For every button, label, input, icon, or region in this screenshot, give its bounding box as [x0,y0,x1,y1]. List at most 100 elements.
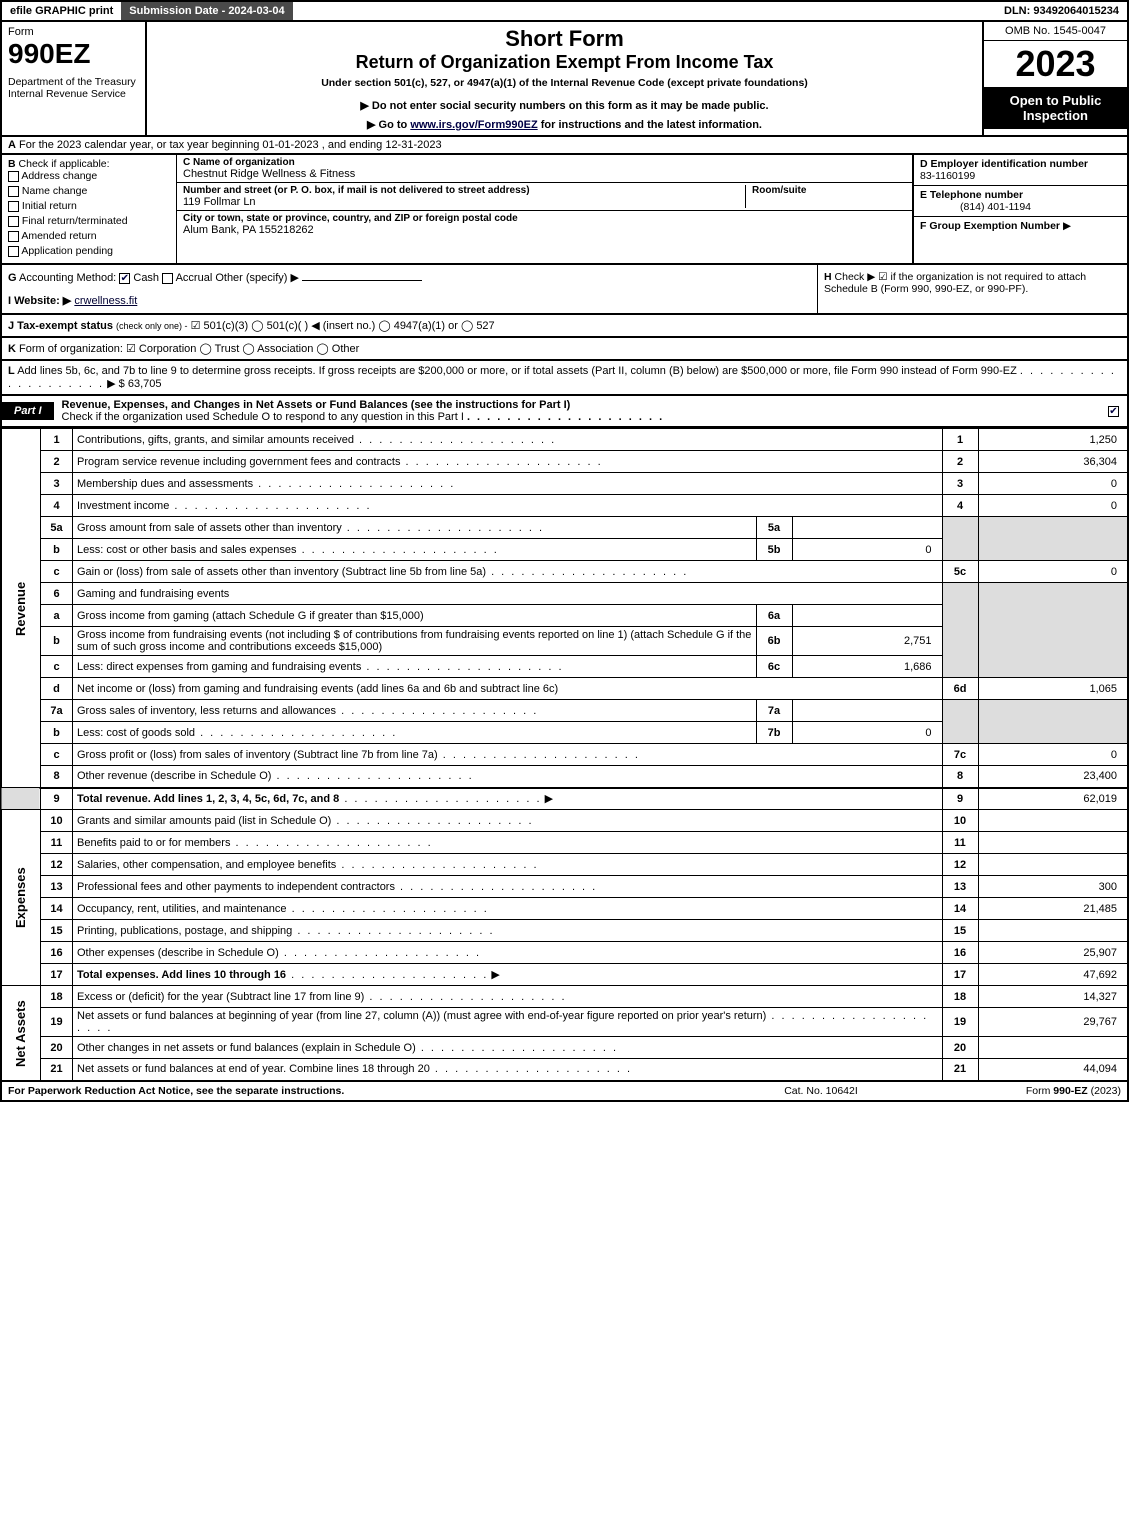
city-label: City or town, state or province, country… [183,213,906,224]
line-19: 19 Net assets or fund balances at beginn… [1,1008,1128,1037]
efile-label[interactable]: efile GRAPHIC print [2,2,121,20]
part-i-header: Part I Revenue, Expenses, and Changes in… [0,396,1129,428]
line-2: 2 Program service revenue including gove… [1,451,1128,473]
row-i-inline: I Website: ▶ crwellness.fit [8,294,811,307]
line-9: 9 Total revenue. Add lines 1, 2, 3, 4, 5… [1,788,1128,810]
part-i-tab: Part I [2,402,54,420]
ssn-warning: ▶ Do not enter social security numbers o… [155,99,974,112]
goto-line: ▶ Go to www.irs.gov/Form990EZ for instru… [155,118,974,131]
line-20: 20 Other changes in net assets or fund b… [1,1037,1128,1059]
form-number: 990EZ [8,38,139,70]
phone-value: (814) 401-1194 [920,201,1031,213]
other-specify-input[interactable] [302,280,422,281]
g-title: Accounting Method: [19,272,116,284]
goto-pre: ▶ Go to [367,119,410,131]
label-k: K [8,343,16,355]
chk-initial[interactable]: Initial return [8,200,170,212]
col-def: D Employer identification number 83-1160… [912,155,1127,263]
line-13: 13 Professional fees and other payments … [1,876,1128,898]
room-label: Room/suite [752,185,906,196]
label-l: L [8,365,15,377]
line-11: 11 Benefits paid to or for members 11 [1,832,1128,854]
row-l: L Add lines 5b, 6c, and 7b to line 9 to … [0,361,1129,396]
line-4: 4 Investment income 4 0 [1,495,1128,517]
line-18: Net Assets 18 Excess or (deficit) for th… [1,986,1128,1008]
chk-amended[interactable]: Amended return [8,230,170,242]
header-left: Form 990EZ Department of the Treasury In… [2,22,147,135]
cell-street: Number and street (or P. O. box, if mail… [177,183,912,211]
open-inspection: Open to Public Inspection [984,87,1127,129]
line-15: 15 Printing, publications, postage, and … [1,920,1128,942]
line-12: 12 Salaries, other compensation, and emp… [1,854,1128,876]
j-sub: (check only one) - [116,321,188,331]
chk-final[interactable]: Final return/terminated [8,215,170,227]
row-a-text: For the 2023 calendar year, or tax year … [19,139,442,151]
lines-table: Revenue 1 Contributions, gifts, grants, … [0,428,1129,1082]
label-a: A [8,139,16,151]
website-link[interactable]: crwellness.fit [74,295,137,307]
side-revenue: Revenue [1,429,41,788]
header-mid: Short Form Return of Organization Exempt… [147,22,982,135]
line-6: 6 Gaming and fundraising events [1,583,1128,605]
h-text: Check ▶ ☑ if the organization is not req… [824,271,1086,295]
l-text: Add lines 5b, 6c, and 7b to line 9 to de… [17,365,1017,377]
street-label: Number and street (or P. O. box, if mail… [183,185,739,196]
label-b: B [8,158,16,170]
chk-accrual[interactable] [162,273,173,284]
line-17: 17 Total expenses. Add lines 10 through … [1,964,1128,986]
submission-date: Submission Date - 2024-03-04 [121,2,292,20]
footer-mid: Cat. No. 10642I [721,1085,921,1097]
part-i-title: Revenue, Expenses, and Changes in Net As… [54,396,1100,426]
row-k: K Form of organization: ☑ Corporation ◯ … [0,338,1129,361]
label-h: H [824,271,832,283]
line-3: 3 Membership dues and assessments 3 0 [1,473,1128,495]
dept-label: Department of the Treasury Internal Reve… [8,76,139,100]
label-i: I Website: ▶ [8,295,71,307]
schedule-o-check[interactable] [1100,402,1127,420]
cell-f: F Group Exemption Number ▶ [914,217,1127,235]
form-header: Form 990EZ Department of the Treasury In… [0,22,1129,137]
form-word: Form [8,26,139,38]
chk-address[interactable]: Address change [8,170,170,182]
cell-org-name: C Name of organization Chestnut Ridge We… [177,155,912,183]
line-8: 8 Other revenue (describe in Schedule O)… [1,766,1128,788]
chk-cash[interactable] [119,273,130,284]
label-g: G [8,272,17,284]
row-j: J Tax-exempt status (check only one) - ☑… [0,315,1129,338]
cell-d: D Employer identification number 83-1160… [914,155,1127,186]
k-text: Form of organization: ☑ Corporation ◯ Tr… [19,343,359,355]
cell-e: E Telephone number (814) 401-1194 [914,186,1127,217]
footer-right: Form 990-EZ (2023) [921,1085,1121,1097]
part-i-sub: Check if the organization used Schedule … [62,411,464,423]
e-label: E Telephone number [920,189,1023,201]
col-c: C Name of organization Chestnut Ridge We… [177,155,912,263]
line-5c: c Gain or (loss) from sale of assets oth… [1,561,1128,583]
street-value: 119 Follmar Ln [183,196,739,208]
header-right: OMB No. 1545-0047 2023 Open to Public In… [982,22,1127,135]
label-j: J Tax-exempt status [8,320,113,332]
f-value: ▶ [1063,220,1071,232]
tax-year: 2023 [984,41,1127,87]
under-section: Under section 501(c), 527, or 4947(a)(1)… [155,77,974,89]
l-amount: ▶ $ 63,705 [107,378,161,390]
section-gh: G Accounting Method: Cash Accrual Other … [0,265,1129,315]
footer-left: For Paperwork Reduction Act Notice, see … [8,1085,721,1097]
cell-city: City or town, state or province, country… [177,211,912,238]
short-form-title: Short Form [155,26,974,52]
row-g: G Accounting Method: Cash Accrual Other … [8,271,811,284]
return-title: Return of Organization Exempt From Incom… [155,52,974,73]
line-14: 14 Occupancy, rent, utilities, and maint… [1,898,1128,920]
col-b: B Check if applicable: Address change Na… [2,155,177,263]
col-b-title: Check if applicable: [19,158,110,170]
row-a: A For the 2023 calendar year, or tax yea… [0,137,1129,155]
j-opts: ☑ 501(c)(3) ◯ 501(c)( ) ◀ (insert no.) ◯… [191,320,495,332]
line-21: 21 Net assets or fund balances at end of… [1,1059,1128,1081]
ein-value: 83-1160199 [920,170,975,182]
chk-name[interactable]: Name change [8,185,170,197]
irs-link[interactable]: www.irs.gov/Form990EZ [410,119,537,131]
dln-label: DLN: 93492064015234 [996,2,1127,20]
chk-pending[interactable]: Application pending [8,245,170,257]
page-footer: For Paperwork Reduction Act Notice, see … [0,1082,1129,1102]
top-bar: efile GRAPHIC print Submission Date - 20… [0,0,1129,22]
omb-number: OMB No. 1545-0047 [984,22,1127,41]
